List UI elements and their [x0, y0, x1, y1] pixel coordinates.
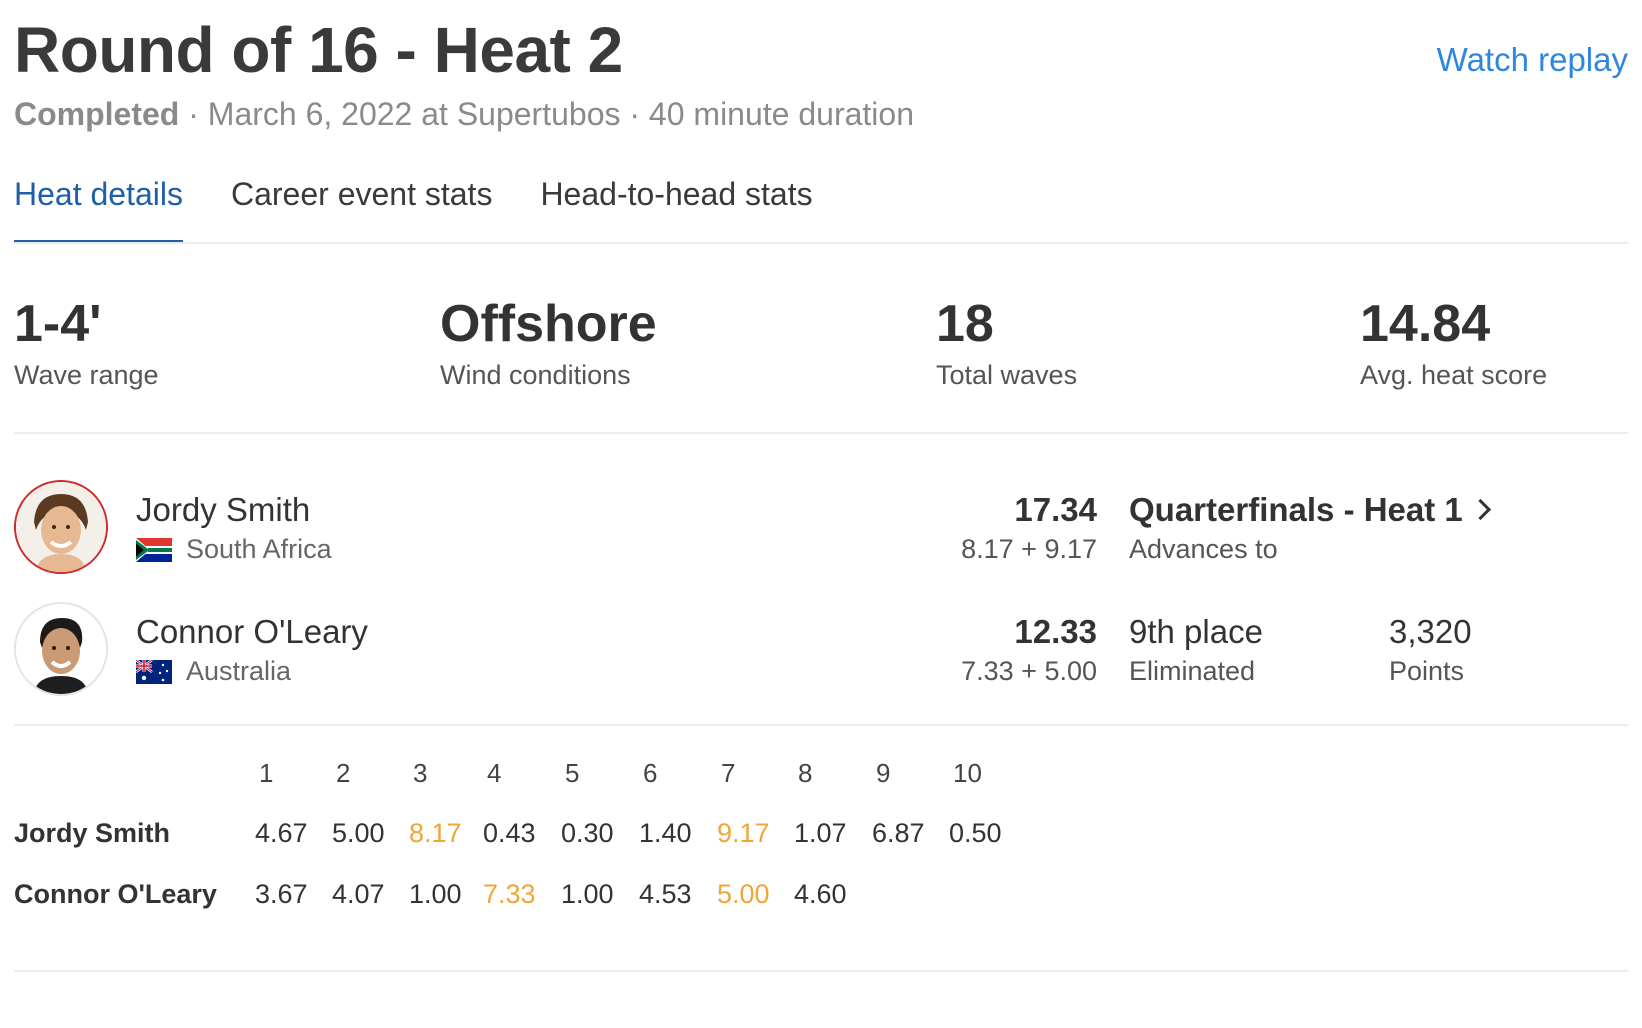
wave-number-header: 5 — [565, 758, 580, 788]
next-heat-link[interactable]: Quarterfinals - Heat 1 — [1129, 490, 1491, 530]
stat-total-waves: 18 Total waves — [936, 294, 1077, 392]
final-placing: 9th place — [1129, 613, 1263, 650]
athlete-info: Connor O'Leary Australia — [136, 612, 368, 687]
bottom-divider — [14, 970, 1628, 972]
athlete-country: Australia — [136, 656, 368, 687]
wave-number-header: 8 — [798, 758, 813, 788]
stat-label: Wind conditions — [440, 360, 631, 390]
stat-label: Total waves — [936, 360, 1078, 390]
wave-number-header: 9 — [876, 758, 891, 788]
stat-label: Avg. heat score — [1360, 360, 1548, 390]
wave-number-header: 1 — [259, 758, 274, 788]
score-breakdown: 8.17 + 9.17 — [961, 534, 1097, 564]
stat-wind-conditions: Offshore Wind conditions — [440, 294, 657, 392]
athlete-score: 17.34 8.17 + 9.17 — [961, 490, 1097, 565]
athlete-result[interactable]: Quarterfinals - Heat 1 Advances to — [1129, 490, 1491, 565]
wave-score: 1.00 — [561, 879, 614, 909]
wave-score: 1.40 — [639, 818, 692, 848]
points-label: Points — [1389, 656, 1465, 686]
wave-score-counting: 7.33 — [483, 879, 536, 909]
stat-value: 18 — [936, 295, 994, 353]
wave-score: 4.67 — [255, 818, 308, 848]
wave-row-athlete-name: Jordy Smith — [14, 818, 171, 848]
stat-avg-heat-score: 14.84 Avg. heat score — [1360, 294, 1547, 392]
wave-score: 0.43 — [483, 818, 536, 848]
stats-divider — [14, 432, 1628, 434]
tabs-divider — [14, 242, 1628, 244]
result-status: Eliminated — [1129, 656, 1256, 686]
athlete-info: Jordy Smith South Africa — [136, 490, 332, 565]
heat-total: 12.33 — [1014, 613, 1097, 650]
stat-value: 1-4' — [14, 295, 102, 353]
wave-number-header: 10 — [953, 758, 982, 788]
heat-total: 17.34 — [1014, 491, 1097, 528]
tab-head-to-head-stats[interactable]: Head-to-head stats — [540, 176, 813, 212]
wave-score-counting: 8.17 — [409, 818, 462, 848]
wave-score: 0.50 — [949, 818, 1002, 848]
wave-score: 1.00 — [409, 879, 462, 909]
athlete-points: 3,320 Points — [1389, 612, 1472, 687]
wave-score: 6.87 — [872, 818, 925, 848]
tab-heat-details[interactable]: Heat details — [14, 170, 183, 244]
next-heat-label: Quarterfinals - Heat 1 — [1129, 491, 1463, 528]
wave-score: 0.30 — [561, 818, 614, 848]
wave-score-counting: 5.00 — [717, 879, 770, 909]
wave-score: 4.07 — [332, 879, 385, 909]
avatar-jordy-smith[interactable] — [14, 480, 108, 574]
wave-score: 1.07 — [794, 818, 847, 848]
tab-bar: Heat details Career event stats Head-to-… — [14, 170, 861, 244]
avatar-connor-oleary[interactable] — [14, 602, 108, 696]
athlete-name[interactable]: Jordy Smith — [136, 491, 311, 528]
wave-number-header: 6 — [643, 758, 658, 788]
watch-replay-link[interactable]: Watch replay — [1436, 41, 1628, 78]
athlete-score: 12.33 7.33 + 5.00 — [961, 612, 1097, 687]
athlete-photo-icon — [16, 604, 106, 694]
country-name: Australia — [186, 656, 292, 686]
wave-number-header: 3 — [413, 758, 428, 788]
south-africa-flag-icon — [136, 537, 172, 562]
australia-flag-icon — [136, 659, 172, 684]
country-name: South Africa — [186, 534, 332, 564]
wave-score: 3.67 — [255, 879, 308, 909]
stat-value: 14.84 — [1360, 295, 1491, 353]
wave-number-header: 4 — [487, 758, 502, 788]
stat-value: Offshore — [440, 295, 657, 353]
athletes-divider — [14, 724, 1628, 726]
heat-subtitle: Completed · March 6, 2022 at Supertubos … — [14, 94, 914, 134]
wave-score: 4.53 — [639, 879, 692, 909]
result-status: Advances to — [1129, 534, 1278, 564]
wave-score: 4.60 — [794, 879, 847, 909]
wave-row-athlete-name: Connor O'Leary — [14, 879, 217, 909]
athlete-country: South Africa — [136, 534, 332, 565]
chevron-right-icon — [1469, 498, 1491, 521]
points-value: 3,320 — [1389, 613, 1472, 650]
wave-number-header: 2 — [336, 758, 351, 788]
score-breakdown: 7.33 + 5.00 — [961, 656, 1097, 686]
stat-wave-range: 1-4' Wave range — [14, 294, 159, 392]
athlete-result: 9th place Eliminated — [1129, 612, 1263, 687]
wave-score: 5.00 — [332, 818, 385, 848]
tab-career-event-stats[interactable]: Career event stats — [230, 176, 493, 212]
wave-score-counting: 9.17 — [717, 818, 770, 848]
athlete-photo-icon — [16, 482, 106, 572]
page-title: Round of 16 - Heat 2 — [14, 14, 623, 86]
athlete-name[interactable]: Connor O'Leary — [136, 613, 368, 650]
wave-number-header: 7 — [721, 758, 736, 788]
heat-meta: · March 6, 2022 at Supertubos · 40 minut… — [188, 96, 914, 132]
heat-status: Completed — [14, 96, 180, 132]
stat-label: Wave range — [14, 360, 159, 390]
